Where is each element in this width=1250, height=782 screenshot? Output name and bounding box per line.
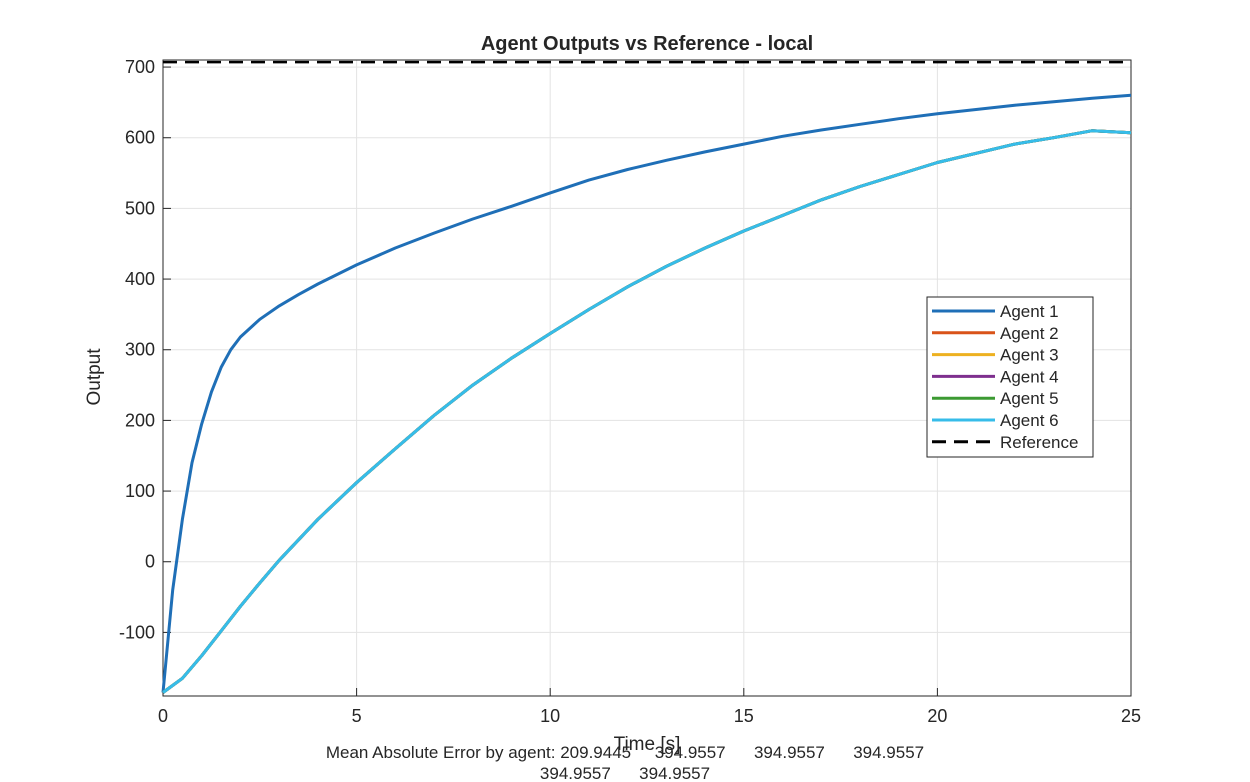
series-line-agent-1 — [161, 93, 1132, 693]
legend-label: Agent 5 — [1000, 389, 1059, 408]
x-tick-label: 10 — [540, 706, 560, 726]
legend-label: Agent 3 — [1000, 346, 1059, 365]
y-tick-label: 600 — [125, 128, 155, 148]
x-tick-label: 15 — [734, 706, 754, 726]
legend-label: Reference — [1000, 433, 1078, 452]
x-tick-label: 0 — [158, 706, 168, 726]
legend-label: Agent 6 — [1000, 411, 1059, 430]
y-tick-label: 400 — [125, 269, 155, 289]
legend: Agent 1 Agent 2 Agent 3 Agent 4 Agent 5 Agent… — [926, 296, 1094, 458]
y-axis-label: Output — [84, 348, 105, 406]
ticks: 0 5 10 15 20 25 -100 0 100 200 300 400 500 600 700 — [119, 57, 1141, 726]
x-tick-label: 5 — [352, 706, 362, 726]
x-tick-label: 20 — [927, 706, 947, 726]
series-line-agent-6 — [162, 129, 1132, 694]
plot-lines — [161, 60, 1132, 694]
mae-annotation-line2: 394.9557 394.9557 — [540, 764, 710, 782]
y-tick-label: -100 — [119, 622, 155, 642]
axes-box — [162, 59, 1132, 697]
x-axis-label: Time [s] — [614, 734, 681, 755]
y-tick-label: 100 — [125, 481, 155, 501]
y-tick-label: 500 — [125, 198, 155, 218]
y-tick-label: 700 — [125, 57, 155, 77]
mae-annotation-line1: Mean Absolute Error by agent: 209.9445 3… — [326, 743, 924, 762]
legend-label: Agent 2 — [1000, 324, 1059, 343]
legend-label: Agent 1 — [1000, 302, 1059, 321]
y-tick-label: 300 — [125, 340, 155, 360]
x-tick-label: 25 — [1121, 706, 1141, 726]
y-tick-label: 200 — [125, 410, 155, 430]
chart-title: Agent Outputs vs Reference - local — [481, 33, 813, 55]
legend-label: Agent 4 — [1000, 367, 1059, 386]
y-tick-label: 0 — [145, 552, 155, 572]
